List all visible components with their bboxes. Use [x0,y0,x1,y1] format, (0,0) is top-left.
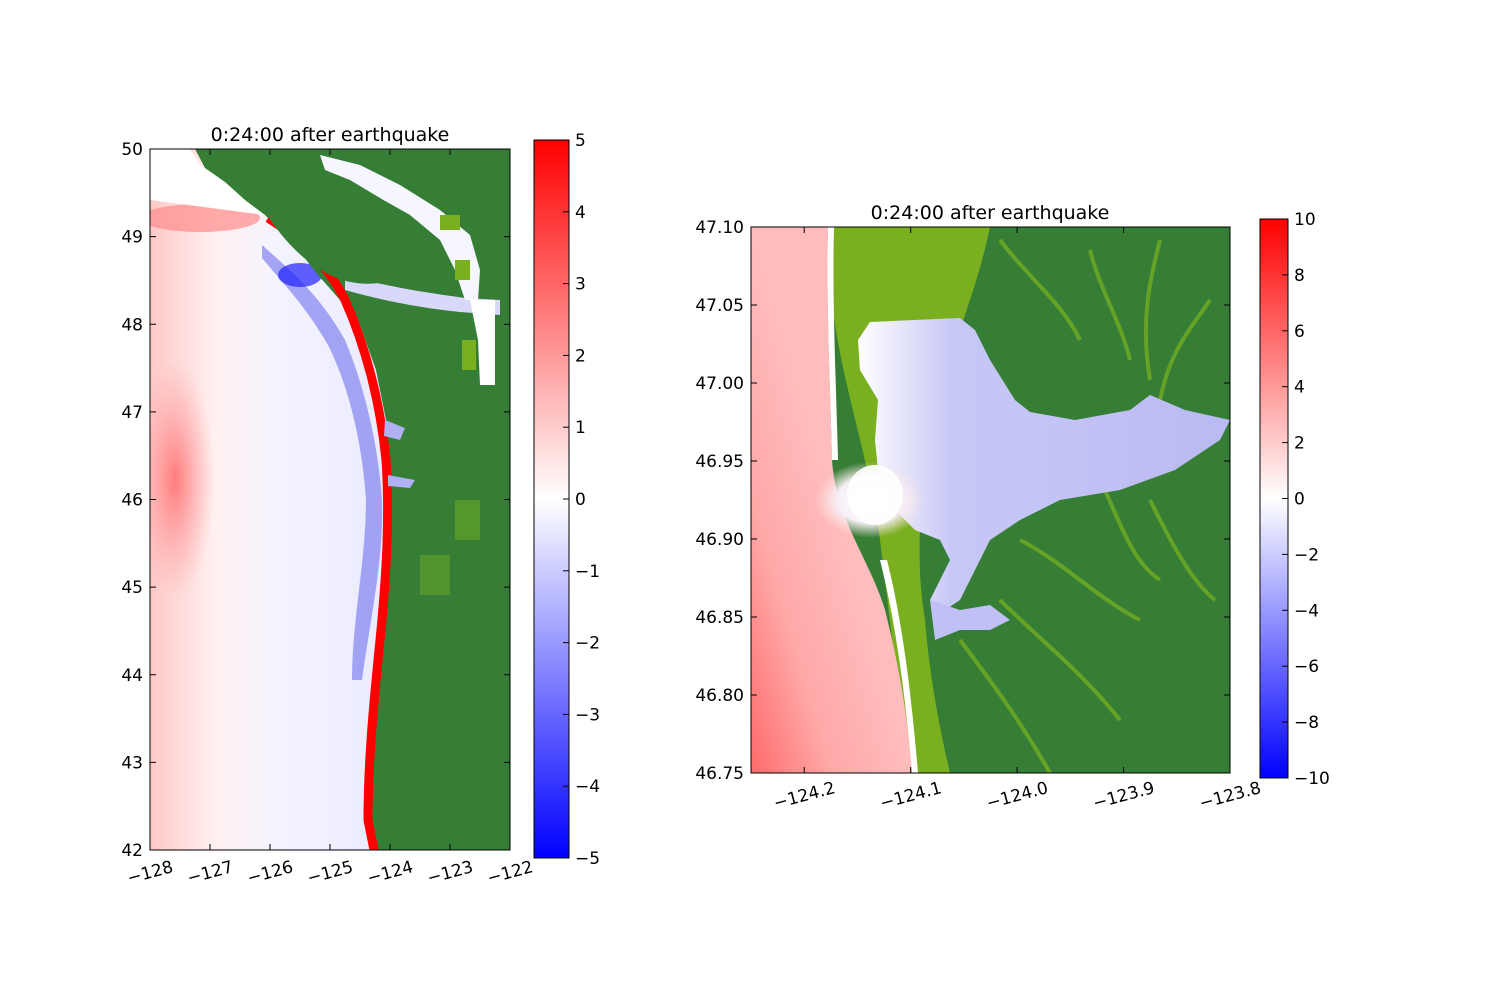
x-tick-label: −123 [425,857,475,888]
y-tick-label: 48 [121,315,143,335]
colorbar-tick-label: 0 [1294,490,1305,510]
inlet-core [847,465,903,525]
y-tick-label: 47.10 [695,218,744,238]
x-tick-label: −126 [245,857,295,888]
colorbar-tick-label: 1 [575,418,586,438]
right-map-title: 0:24:00 after earthquake [871,202,1110,224]
land-light-patch [420,555,450,595]
x-tick-label: −124 [365,857,415,888]
colorbar-tick-label: 2 [1294,434,1305,454]
y-tick-label: 46.85 [695,608,744,628]
y-tick-label: 46 [121,491,143,511]
left-y-axis: 42 43 44 45 46 47 48 49 50 [121,140,510,861]
y-tick-label: 46.80 [695,686,744,706]
wave-front [265,214,393,850]
colorbar-tick-label: −2 [1294,545,1319,565]
right-map-image [751,227,1230,773]
surf-line [827,227,838,460]
vancouver-island [265,189,413,284]
land-mass [195,149,510,850]
y-tick-label: 46.90 [695,530,744,550]
land-light-patch [462,340,476,370]
x-tick-label: −125 [305,857,355,888]
strait-water [345,275,500,315]
colorbar-tick-label: 6 [1294,322,1305,342]
colorbar-tick-label: 10 [1294,210,1316,230]
colorbar-tick-label: 4 [1294,378,1305,398]
y-tick-label: 47 [121,403,143,423]
land-light-patch [440,215,460,230]
bay-water [858,318,1230,610]
x-tick-label: −124.1 [878,778,944,814]
colorbar-tick-label: 4 [575,203,586,223]
y-tick-label: 47.00 [695,374,744,394]
y-tick-label: 47.05 [695,296,744,316]
estuary [388,475,415,488]
colorbar-tick-label: 3 [575,275,586,295]
x-tick-label: −124.0 [984,778,1050,814]
negative-anomaly-core [278,263,322,287]
colorbar-tick-label: −6 [1294,657,1319,677]
drainage-network [958,238,1217,773]
bay-channel [930,600,1010,640]
colorbar-tick-label: −4 [575,777,600,797]
left-map-panel: 0:24:00 after earthquake −128 −127 −126 −12… [121,124,535,889]
right-colorbar: 10 8 6 4 2 0 −2 −4 −6 −8 −10 [1259,210,1330,789]
y-tick-label: 46.75 [695,764,744,784]
no-data-area [150,149,265,215]
x-tick-label: −127 [185,857,235,888]
y-tick-label: 46.95 [695,452,744,472]
colorbar-tick-label: 0 [575,490,586,510]
colorbar-tick-label: −3 [575,705,600,725]
land-light-patch [455,260,470,280]
y-tick-label: 43 [121,753,143,773]
y-tick-label: 50 [121,140,143,160]
right-map-panel: 0:24:00 after earthquake −124.2 −124.1 −12… [695,202,1263,814]
left-map-image [150,149,510,850]
positive-anomaly-north [150,204,260,232]
puget-sound [470,300,495,385]
x-tick-label: −122 [485,857,535,888]
right-map-frame [750,226,1231,774]
colorbar-tick-label: −10 [1294,769,1330,789]
colorbar-tick-label: −5 [575,849,600,869]
colorbar-tick-label: 8 [1294,266,1305,286]
y-tick-label: 49 [121,228,143,248]
colorbar-tick-label: 2 [575,346,586,366]
right-colorbar-ticks: 10 8 6 4 2 0 −2 −4 −6 −8 −10 [1282,210,1330,789]
left-colorbar-ticks: 5 4 3 2 1 0 −1 −2 −3 −4 −5 [563,131,600,869]
x-tick-label: −123.9 [1091,778,1157,814]
colorbar-tick-label: −2 [575,634,600,654]
surf-line [880,560,918,773]
left-colorbar: 5 4 3 2 1 0 −1 −2 −3 −4 −5 [533,131,600,869]
colorbar-tick-label: −4 [1294,601,1319,621]
land-light-patch [455,500,480,540]
colorbar-tick-label: −1 [575,562,600,582]
positive-anomaly-zone [150,360,215,600]
y-tick-label: 44 [121,666,143,686]
colorbar-tick-label: 5 [575,131,586,151]
y-tick-label: 45 [121,578,143,598]
right-y-axis: 46.75 46.80 46.85 46.90 46.95 47.00 47.05 47.10 [695,218,1230,784]
left-map-title: 0:24:00 after earthquake [211,124,450,146]
x-tick-label: −128 [125,857,175,888]
estuary [384,420,405,440]
x-tick-label: −123.8 [1197,778,1263,814]
colorbar-tick-label: −8 [1294,713,1319,733]
y-tick-label: 42 [121,841,143,861]
x-tick-label: −124.2 [772,778,838,814]
negative-anomaly-trough [262,245,383,680]
